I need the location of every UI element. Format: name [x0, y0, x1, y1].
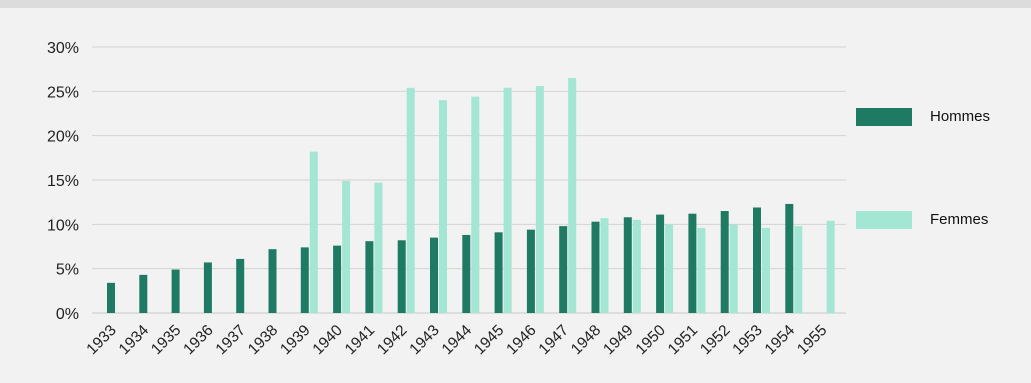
bar-hommes-1933: [107, 282, 115, 313]
bar-femmes-1953: [762, 227, 770, 313]
x-tick-label: 1933: [83, 322, 119, 358]
bar-hommes-1937: [236, 258, 245, 313]
bar-femmes-1951: [697, 227, 706, 313]
x-tick-label: 1951: [665, 322, 701, 358]
x-tick-label: 1950: [633, 322, 670, 359]
legend-label-hommes: Hommes: [930, 108, 990, 125]
x-tick-label: 1943: [406, 322, 442, 358]
x-tick-label: 1945: [471, 322, 507, 358]
bar-hommes-1942: [397, 240, 406, 313]
top-border: [0, 0, 1031, 8]
bar-femmes-1941: [374, 182, 383, 313]
bar-femmes-1940: [342, 180, 351, 313]
bar-hommes-1940: [333, 245, 342, 313]
x-tick-label: 1939: [277, 322, 313, 358]
bar-hommes-1953: [753, 207, 761, 313]
x-tick-label: 1937: [213, 322, 249, 358]
bar-hommes-1951: [688, 213, 697, 313]
y-tick-label: 25%: [47, 84, 79, 101]
x-tick-label: 1938: [245, 322, 281, 358]
y-tick-label: 30%: [47, 40, 79, 57]
bar-femmes-1942: [406, 87, 415, 313]
bar-hommes-1941: [365, 241, 374, 313]
x-tick-label: 1941: [342, 322, 378, 358]
x-tick-label: 1935: [148, 322, 184, 358]
x-tick-label: 1946: [503, 322, 539, 358]
legend-swatch-hommes: [856, 108, 912, 126]
x-tick-label: 1955: [794, 322, 830, 358]
x-tick-label: 1948: [568, 322, 604, 358]
bar-femmes-1939: [309, 151, 318, 313]
bar-hommes-1936: [203, 262, 212, 313]
x-tick-label: 1953: [729, 322, 765, 358]
bar-femmes-1947: [568, 78, 577, 314]
y-tick-label: 10%: [47, 217, 79, 234]
bar-femmes-1948: [600, 218, 609, 313]
bar-femmes-1952: [729, 224, 738, 313]
bar-hommes-1934: [139, 274, 148, 313]
x-tick-label: 1954: [762, 322, 799, 359]
bar-femmes-1943: [439, 100, 447, 313]
bar-femmes-1950: [665, 224, 674, 313]
bar-hommes-1938: [268, 249, 277, 313]
bar-hommes-1943: [430, 237, 438, 313]
x-tick-label: 1940: [310, 322, 347, 359]
bar-hommes-1952: [720, 211, 729, 313]
x-tick-label: 1942: [374, 322, 410, 358]
x-tick-label: 1944: [439, 322, 476, 359]
bar-femmes-1945: [503, 87, 512, 313]
bar-femmes-1954: [794, 226, 803, 313]
bar-hommes-1954: [785, 203, 794, 313]
bar-hommes-1939: [300, 247, 309, 313]
x-tick-label: 1934: [116, 322, 153, 359]
bar-femmes-1944: [471, 96, 480, 313]
bar-femmes-1949: [632, 219, 641, 313]
bar-hommes-1950: [656, 214, 665, 313]
bar-hommes-1944: [462, 234, 471, 313]
bar-femmes-1946: [535, 86, 544, 313]
legend-label-femmes: Femmes: [930, 211, 988, 228]
y-tick-label: 20%: [47, 129, 79, 146]
bar-hommes-1935: [171, 269, 180, 313]
x-tick-label: 1936: [180, 322, 216, 358]
legend-swatch-femmes: [856, 211, 912, 229]
x-tick-label: 1947: [536, 322, 572, 358]
y-tick-label: 0%: [56, 306, 79, 323]
bar-hommes-1945: [494, 232, 503, 313]
bar-femmes-1955: [826, 220, 835, 313]
bar-hommes-1948: [591, 221, 600, 313]
y-tick-label: 15%: [47, 173, 79, 190]
x-tick-label: 1949: [600, 322, 636, 358]
y-tick-label: 5%: [56, 262, 79, 279]
x-tick-label: 1952: [697, 322, 733, 358]
bar-hommes-1947: [559, 226, 568, 313]
bar-hommes-1949: [623, 217, 632, 313]
bar-hommes-1946: [526, 229, 535, 313]
